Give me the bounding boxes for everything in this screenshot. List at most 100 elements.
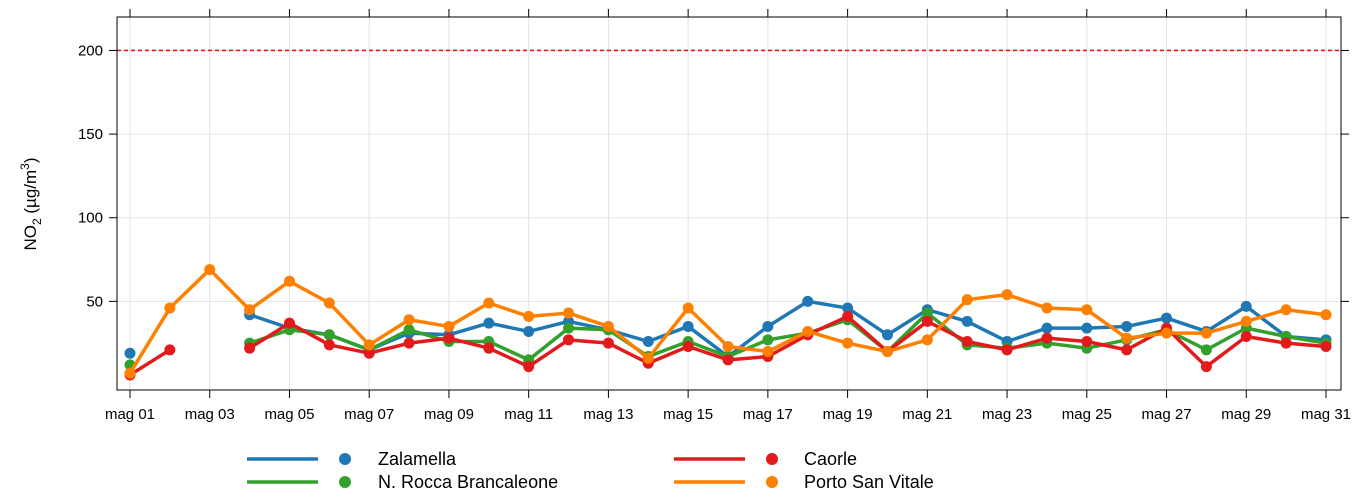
data-point xyxy=(204,264,216,276)
legend-label: Zalamella xyxy=(378,449,457,469)
data-point xyxy=(1240,315,1252,327)
data-point xyxy=(1320,309,1332,321)
data-point xyxy=(403,337,415,349)
data-point xyxy=(722,341,734,353)
data-point xyxy=(762,334,774,346)
data-point xyxy=(1200,327,1212,339)
y-tick-label: 150 xyxy=(78,126,103,143)
data-point xyxy=(682,302,694,314)
data-point xyxy=(1320,341,1332,353)
data-point xyxy=(602,337,614,349)
data-point xyxy=(1121,332,1133,344)
data-point xyxy=(1001,289,1013,301)
legend-marker xyxy=(766,476,778,488)
data-point xyxy=(1200,344,1212,356)
data-point xyxy=(563,307,575,319)
data-point xyxy=(523,361,535,373)
data-point xyxy=(1121,320,1133,332)
data-point xyxy=(164,344,176,356)
data-point xyxy=(1081,322,1093,334)
legend: Zalamella N. Rocca Brancaleone Caorle Porto… xyxy=(247,449,934,492)
data-point xyxy=(323,329,335,341)
data-point xyxy=(682,341,694,353)
data-point xyxy=(802,295,814,307)
data-point xyxy=(762,346,774,358)
y-tick-label: 200 xyxy=(78,42,103,59)
axis-layer: mag 01 mag 03 mag 05 mag 07 mag 09 mag 11 mag … xyxy=(78,9,1351,423)
data-point xyxy=(802,325,814,337)
data-point xyxy=(602,320,614,332)
data-point xyxy=(881,346,893,358)
data-point xyxy=(523,325,535,337)
legend-marker xyxy=(339,476,351,488)
data-point xyxy=(1121,344,1133,356)
plot-frame xyxy=(116,16,1342,391)
legend-item: N. Rocca Brancaleone xyxy=(247,472,558,492)
data-point xyxy=(244,304,256,316)
data-point xyxy=(642,335,654,347)
data-point xyxy=(1161,327,1173,339)
data-point xyxy=(363,339,375,351)
legend-label: Caorle xyxy=(804,449,857,469)
x-tick-label: mag 21 xyxy=(902,406,952,423)
data-point xyxy=(483,317,495,329)
data-point xyxy=(1001,344,1013,356)
data-point xyxy=(523,310,535,322)
data-point xyxy=(283,317,295,329)
data-point xyxy=(921,334,933,346)
x-tick-label: mag 03 xyxy=(185,406,235,423)
data-point xyxy=(1280,337,1292,349)
data-point xyxy=(323,339,335,351)
data-point xyxy=(842,302,854,314)
data-point xyxy=(563,322,575,334)
series-line xyxy=(248,314,1327,369)
data-point xyxy=(124,367,136,379)
legend-item: Zalamella xyxy=(247,449,457,469)
x-tick-label: mag 01 xyxy=(105,406,155,423)
y-label-main: NO xyxy=(21,225,40,251)
data-point xyxy=(563,334,575,346)
data-point xyxy=(881,329,893,341)
legend-label: N. Rocca Brancaleone xyxy=(378,472,558,492)
legend-item: Porto San Vitale xyxy=(674,472,934,492)
y-tick-label: 100 xyxy=(78,210,103,227)
data-point xyxy=(363,347,375,359)
data-point xyxy=(124,347,136,359)
data-point xyxy=(1280,304,1292,316)
y-tick-label: 50 xyxy=(86,293,103,310)
data-point xyxy=(1240,300,1252,312)
x-tick-label: mag 27 xyxy=(1142,406,1192,423)
data-point xyxy=(682,320,694,332)
data-point xyxy=(443,332,455,344)
data-point xyxy=(1041,332,1053,344)
x-tick-label: mag 17 xyxy=(743,406,793,423)
x-tick-label: mag 11 xyxy=(504,406,553,423)
data-point xyxy=(283,275,295,287)
legend-item: Caorle xyxy=(674,449,857,469)
x-tick-label: mag 29 xyxy=(1221,406,1271,423)
data-point xyxy=(842,337,854,349)
data-point xyxy=(762,320,774,332)
data-point xyxy=(1041,322,1053,334)
data-point xyxy=(722,354,734,366)
data-point xyxy=(1161,312,1173,324)
data-point xyxy=(483,297,495,309)
x-tick-label: mag 13 xyxy=(583,406,633,423)
data-point xyxy=(1081,335,1093,347)
legend-label: Porto San Vitale xyxy=(804,472,934,492)
data-point xyxy=(921,315,933,327)
data-point xyxy=(483,342,495,354)
data-point xyxy=(244,342,256,354)
x-tick-label: mag 25 xyxy=(1062,406,1112,423)
series-porto-san-vitale xyxy=(124,264,1332,379)
y-label-unit: (µg/m xyxy=(21,170,40,219)
data-point xyxy=(921,307,933,319)
x-tick-label: mag 19 xyxy=(823,406,873,423)
legend-marker xyxy=(766,453,778,465)
x-tick-label: mag 07 xyxy=(344,406,394,423)
data-point xyxy=(642,352,654,364)
legend-marker xyxy=(339,453,351,465)
data-point xyxy=(1041,302,1053,314)
x-tick-label: mag 23 xyxy=(982,406,1032,423)
